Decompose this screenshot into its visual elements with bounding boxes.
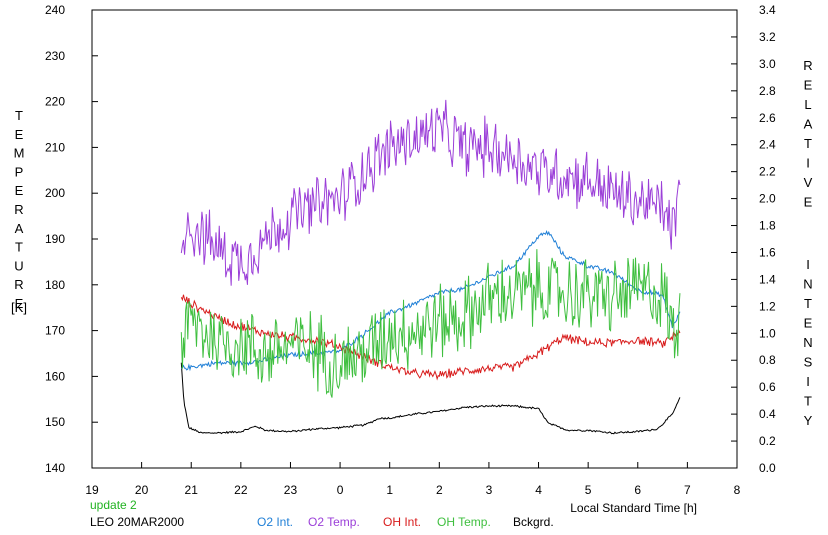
- legend-entry: OH Int.: [383, 515, 421, 529]
- legend: O2 Int. O2 Temp. OH Int. OH Temp. Bckgrd.: [257, 515, 554, 529]
- x-tick-label: 0: [337, 483, 344, 497]
- left-tick-label: 220: [45, 95, 65, 109]
- series-line-bckgrd: [180, 362, 681, 435]
- left-tick-label: 170: [45, 324, 65, 338]
- x-tick-label: 23: [284, 483, 298, 497]
- x-tick-label: 1: [386, 483, 393, 497]
- left-tick-label: 240: [45, 3, 65, 17]
- right-tick-label: 0.0: [759, 461, 776, 475]
- plot-area-frame: [91, 9, 738, 469]
- left-tick-label: 190: [45, 232, 65, 246]
- x-tick-label: 3: [486, 483, 493, 497]
- right-tick-label: 2.8: [759, 84, 776, 98]
- legend-entry: OH Temp.: [437, 515, 491, 529]
- right-tick-label: 1.4: [759, 272, 776, 286]
- series-line-oh-temp: [180, 249, 681, 398]
- right-tick-label: 0.2: [759, 434, 776, 448]
- left-tick-label: 230: [45, 49, 65, 63]
- station-text: LEO 20MAR2000: [90, 515, 184, 529]
- series-line-o2-int: [181, 230, 681, 372]
- x-axis-label: Local Standard Time [h]: [570, 501, 697, 515]
- x-tick-label: 21: [185, 483, 199, 497]
- right-axis-ticks: 0.0 0.2 0.4 0.6 0.8 1.0 1.2 1.4 1.6 1.8 2.0 2.2 2.4 2…: [731, 3, 776, 475]
- right-tick-label: 2.6: [759, 111, 776, 125]
- series-line-oh-int: [180, 294, 681, 381]
- right-tick-label: 1.6: [759, 245, 776, 259]
- right-tick-label: 3.4: [759, 3, 776, 17]
- x-tick-label: 6: [634, 483, 641, 497]
- right-tick-label: 2.4: [759, 138, 776, 152]
- left-tick-label: 180: [45, 278, 65, 292]
- legend-entry: Bckgrd.: [513, 515, 554, 529]
- left-tick-label: 160: [45, 369, 65, 383]
- right-tick-label: 0.4: [759, 407, 776, 421]
- series-lines: [180, 99, 681, 435]
- left-tick-label: 200: [45, 186, 65, 200]
- right-tick-label: 2.0: [759, 192, 776, 206]
- right-tick-label: 0.8: [759, 353, 776, 367]
- right-tick-label: 1.8: [759, 219, 776, 233]
- x-tick-label: 19: [85, 483, 99, 497]
- right-tick-label: 1.0: [759, 326, 776, 340]
- right-tick-label: 2.2: [759, 165, 776, 179]
- x-tick-label: 20: [135, 483, 149, 497]
- x-tick-label: 2: [436, 483, 443, 497]
- left-axis-unit: [K]: [11, 300, 27, 315]
- left-axis-ticks: 140 150 160 170 180 190 200 210 220 230 240: [45, 3, 98, 475]
- right-tick-label: 1.2: [759, 299, 776, 313]
- x-tick-label: 4: [535, 483, 542, 497]
- legend-entry: O2 Temp.: [308, 515, 360, 529]
- x-tick-label: 8: [734, 483, 741, 497]
- legend-entry: O2 Int.: [257, 515, 293, 529]
- left-tick-label: 210: [45, 140, 65, 154]
- right-tick-label: 3.0: [759, 57, 776, 71]
- series-line-o2-temp: [180, 99, 681, 286]
- left-tick-label: 150: [45, 415, 65, 429]
- update-text: update 2: [90, 498, 137, 512]
- left-tick-label: 140: [45, 461, 65, 475]
- x-tick-label: 5: [585, 483, 592, 497]
- right-tick-label: 0.6: [759, 380, 776, 394]
- x-tick-label: 22: [234, 483, 248, 497]
- x-tick-label: 7: [684, 483, 691, 497]
- x-axis-ticks: 19 20 21 22 23 0 1 2 3 4 5 6 7 8: [85, 462, 741, 497]
- right-tick-label: 3.2: [759, 30, 776, 44]
